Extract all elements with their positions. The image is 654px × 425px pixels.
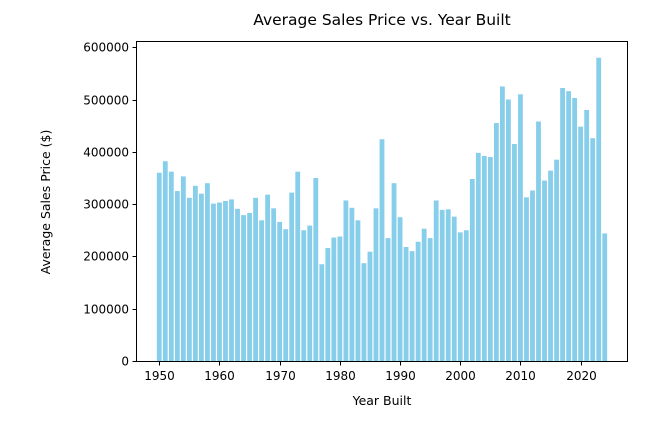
bar-1960 — [217, 202, 222, 361]
bar-1955 — [186, 197, 192, 361]
bar-1978 — [325, 248, 331, 361]
bar-1961 — [223, 200, 228, 361]
bar-2019 — [572, 97, 578, 362]
bar-1987 — [379, 139, 385, 361]
bar-1958 — [205, 183, 210, 361]
x-tick-label: 1980 — [325, 369, 356, 383]
bar-2002 — [469, 179, 475, 361]
bar-1964 — [241, 215, 246, 361]
bar-1997 — [439, 209, 445, 361]
bar-1994 — [421, 228, 427, 361]
bar-1974 — [301, 230, 307, 361]
x-axis-label: Year Built — [352, 393, 412, 408]
bar-2013 — [536, 121, 541, 362]
x-tick-label: 2000 — [445, 369, 476, 383]
bar-1957 — [199, 193, 204, 361]
bar-1954 — [180, 176, 186, 361]
bar-1983 — [355, 220, 361, 361]
y-axis: 0 100000 200000 300000 400000 500000 600000 — [83, 41, 137, 369]
bar-1971 — [283, 229, 289, 361]
bar-1965 — [247, 213, 252, 361]
x-tick-label: 1960 — [204, 369, 235, 383]
bar-2001 — [463, 230, 469, 361]
bar-1977 — [319, 264, 325, 361]
x-tick-label: 1950 — [144, 369, 175, 383]
bar-1988 — [385, 238, 391, 361]
bar-1953 — [174, 191, 180, 361]
bar-2005 — [487, 157, 493, 361]
y-axis-label: Average Sales Price ($) — [38, 130, 53, 275]
bar-1996 — [433, 200, 439, 361]
bar-2017 — [560, 88, 565, 362]
bar-1973 — [295, 171, 301, 361]
bar-2006 — [493, 123, 499, 361]
bar-2003 — [475, 152, 481, 361]
y-tick-label: 400000 — [83, 146, 129, 160]
bar-2007 — [499, 86, 505, 361]
y-tick-label: 600000 — [83, 41, 129, 55]
bar-1951 — [162, 161, 168, 361]
bars-group — [156, 57, 608, 362]
x-tick-label: 2010 — [505, 369, 536, 383]
bar-1962 — [229, 199, 234, 361]
bar-2011 — [524, 197, 529, 361]
chart-title: Average Sales Price vs. Year Built — [253, 11, 511, 29]
x-tick-label: 2020 — [566, 369, 597, 383]
bar-1970 — [277, 221, 283, 361]
bar-1980 — [337, 236, 343, 361]
bar-2012 — [530, 190, 535, 361]
bar-2022 — [590, 138, 596, 361]
bar-1999 — [451, 216, 457, 361]
bar-2020 — [578, 126, 584, 361]
bar-2016 — [554, 159, 559, 361]
bar-1968 — [265, 194, 271, 361]
y-tick-label: 300000 — [83, 198, 129, 212]
y-tick-label: 500000 — [83, 94, 129, 108]
bar-1992 — [409, 251, 415, 361]
x-tick-label: 1990 — [385, 369, 416, 383]
bar-2010 — [518, 94, 523, 362]
bar-2024 — [602, 233, 608, 361]
bar-1984 — [361, 263, 367, 361]
plot-frame — [136, 41, 628, 362]
bar-2018 — [566, 91, 572, 361]
bar-1975 — [307, 225, 313, 361]
bar-2021 — [584, 109, 590, 361]
bar-1967 — [259, 220, 265, 361]
bar-1998 — [445, 209, 451, 361]
bar-1956 — [192, 185, 198, 361]
bar-1976 — [313, 177, 319, 361]
bar-2000 — [457, 232, 463, 361]
bar-1963 — [235, 208, 240, 361]
bar-1982 — [349, 207, 355, 361]
bar-1979 — [331, 237, 337, 361]
bar-2004 — [481, 156, 487, 361]
y-tick-label: 0 — [121, 355, 129, 369]
bar-2014 — [542, 180, 547, 361]
bar-2015 — [548, 170, 553, 361]
x-axis: 1950 1960 1970 1980 1990 2000 2010 2020 — [144, 361, 597, 383]
bar-1981 — [343, 200, 349, 361]
bar-1972 — [289, 192, 295, 361]
y-tick-label: 100000 — [83, 303, 129, 317]
bar-1991 — [403, 247, 409, 361]
bar-1995 — [427, 238, 433, 361]
bar-2008 — [506, 99, 511, 362]
bar-1952 — [168, 171, 174, 361]
bar-1989 — [391, 183, 397, 361]
bar-1993 — [415, 241, 421, 361]
bar-1985 — [367, 251, 373, 361]
bar-1990 — [397, 217, 403, 361]
bar-1950 — [156, 172, 162, 361]
y-tick-label: 200000 — [83, 250, 129, 264]
bar-1959 — [211, 203, 216, 361]
bar-2023 — [596, 57, 602, 361]
bar-1969 — [271, 208, 277, 361]
bar-1966 — [253, 197, 258, 361]
x-tick-label: 1970 — [265, 369, 296, 383]
bar-1986 — [373, 208, 379, 361]
bar-2009 — [512, 143, 517, 361]
